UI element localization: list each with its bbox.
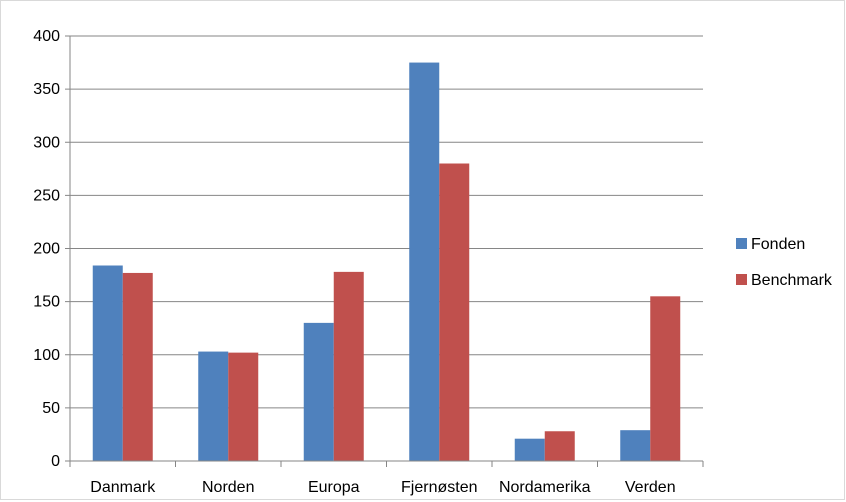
bar-fonden-verden xyxy=(620,430,651,461)
x-tick-label: Danmark xyxy=(90,479,156,496)
bar-benchmark-norden xyxy=(228,352,259,461)
x-tick-label: Nordamerika xyxy=(499,479,591,496)
bar-fonden-fjernøsten xyxy=(409,62,440,461)
y-tick-label: 200 xyxy=(33,241,60,258)
bar-fonden-danmark xyxy=(92,265,123,461)
bars xyxy=(92,62,681,461)
x-tick-label: Verden xyxy=(625,479,676,496)
y-tick-label: 250 xyxy=(33,187,60,204)
x-tick-label: Fjernøsten xyxy=(401,479,477,496)
bar-fonden-nordamerika xyxy=(514,438,545,461)
bar-benchmark-fjernøsten xyxy=(439,163,470,461)
y-tick-label: 50 xyxy=(42,400,60,417)
legend-label-fonden: Fonden xyxy=(751,236,805,253)
y-tick-label: 100 xyxy=(33,347,60,364)
y-tick-label: 350 xyxy=(33,81,60,98)
bar-benchmark-danmark xyxy=(122,272,153,461)
y-tick-label: 0 xyxy=(51,453,60,470)
x-tick-labels: Danmark Norden Europa Fjernøsten Nordamerika… xyxy=(90,479,675,496)
bar-fonden-europa xyxy=(303,322,334,461)
y-tick-label: 400 xyxy=(33,28,60,45)
bar-benchmark-verden xyxy=(650,296,681,461)
bar-benchmark-europa xyxy=(333,271,364,461)
legend-swatch-benchmark xyxy=(736,274,747,285)
legend: Fonden Benchmark xyxy=(736,236,833,289)
x-tick-label: Norden xyxy=(202,479,254,496)
y-tick-label: 150 xyxy=(33,294,60,311)
bar-fonden-norden xyxy=(198,351,229,461)
y-tick-labels: 0 50 100 150 200 250 300 350 400 xyxy=(33,28,60,470)
bar-benchmark-nordamerika xyxy=(544,431,575,461)
axes xyxy=(65,35,704,467)
x-tick-label: Europa xyxy=(308,479,360,496)
legend-swatch-fonden xyxy=(736,238,747,249)
legend-label-benchmark: Benchmark xyxy=(751,272,833,289)
y-tick-label: 300 xyxy=(33,134,60,151)
gridlines xyxy=(70,35,703,409)
